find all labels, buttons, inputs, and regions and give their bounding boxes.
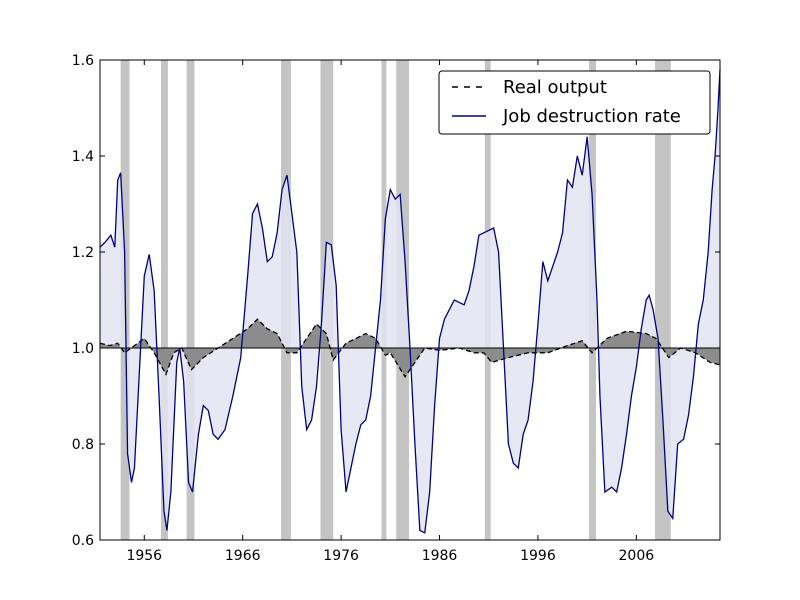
- x-tick-label: 1956: [126, 548, 162, 564]
- axis-ticks: 1956 1966 1976 1986 1996 2006 0.6 0.8 1.0 1.2 1.4 1…: [72, 53, 720, 564]
- recession-band-1: [161, 60, 168, 540]
- recession-band-2: [186, 60, 195, 540]
- series-line-0: [99, 318, 721, 378]
- legend: Real output Job destruction rate: [438, 70, 711, 135]
- y-tick-label: 1.2: [72, 245, 94, 261]
- y-tick-label: 1.4: [72, 149, 94, 165]
- legend-label-1: Job destruction rate: [502, 106, 681, 127]
- x-tick-label: 1996: [520, 548, 556, 564]
- legend-label-0: Real output: [503, 77, 607, 98]
- y-tick-label: 1.0: [72, 341, 94, 357]
- plot-frame: [99, 59, 721, 541]
- x-tick-label: 1966: [225, 548, 261, 564]
- series-line-1: [99, 69, 721, 534]
- x-tick-label: 1976: [323, 548, 359, 564]
- series-lines: [99, 69, 721, 534]
- x-tick-label: 2006: [619, 548, 655, 564]
- y-tick-label: 0.8: [72, 437, 94, 453]
- y-tick-label: 0.6: [72, 533, 94, 549]
- y-tick-label: 1.6: [72, 53, 94, 69]
- legend-box: [438, 70, 711, 135]
- series-fill-1: [100, 69, 720, 533]
- x-tick-label: 1986: [422, 548, 458, 564]
